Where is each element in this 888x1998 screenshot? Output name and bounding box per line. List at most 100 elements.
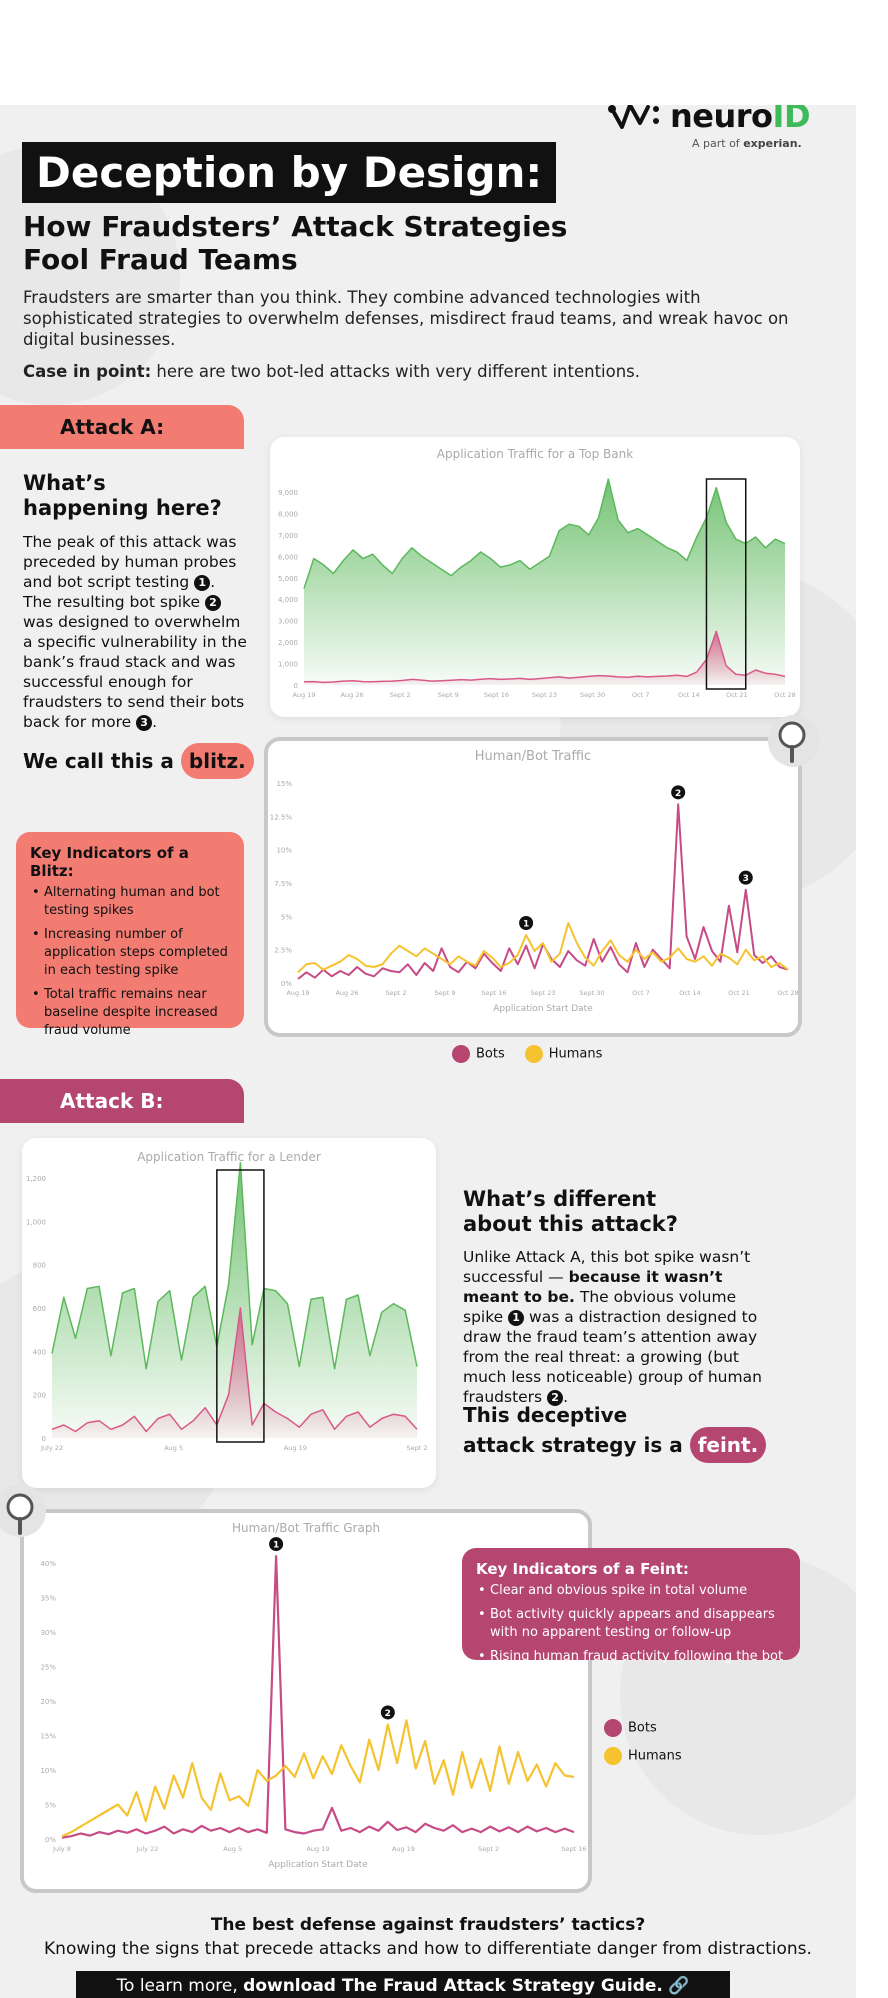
series-area-bots <box>304 631 785 685</box>
x-tick-label: Sept 30 <box>580 691 605 699</box>
y-tick-label: 0% <box>45 1836 56 1844</box>
x-tick-label: July 22 <box>40 1444 63 1452</box>
marker-1-icon <box>519 916 534 930</box>
x-tick-label: Aug 19 <box>392 1845 415 1853</box>
humans-dot-icon <box>604 1747 622 1765</box>
legend-b: Bots Humans <box>604 1719 682 1765</box>
x-tick-label: Oct 14 <box>679 989 701 997</box>
series-area-total <box>304 479 785 685</box>
x-tick-label: Sept 23 <box>530 989 555 997</box>
chart-title: Application Traffic for a Top Bank <box>436 447 634 461</box>
x-tick-label: Oct 28 <box>774 691 796 699</box>
x-tick-label: Sept 16 <box>481 989 506 997</box>
y-tick-label: 35% <box>40 1595 56 1603</box>
human-bot-traffic-chart: 0% 2.5% 5% 7.5% 10% 12.5% 15% Aug 19 Aug 26 Sept … <box>270 780 798 1014</box>
marker-1-icon: 1 <box>194 574 211 591</box>
x-tick-label: Sept 30 <box>579 989 604 997</box>
legend-humans: Humans <box>524 1045 602 1063</box>
x-tick-label: Sept 2 <box>385 989 406 997</box>
y-tick-label: 0% <box>281 980 292 988</box>
spike-highlight-box <box>216 1169 265 1443</box>
blitz-indicator-1: Alternating human and bot testing spikes <box>30 884 230 920</box>
human-bot-traffic-card: Human/Bot Traffic 0% 2.5% 5% 7.5% 10% 12.5% 15… <box>264 737 802 1037</box>
blitz-indicators-title: Key Indicators of a Blitz: <box>30 844 189 880</box>
series-area-bots <box>52 1308 417 1438</box>
footer-question: The best defense against fraudsters’ tac… <box>210 1915 646 1935</box>
attack-a-tab: Attack A: <box>0 405 244 449</box>
download-guide-link[interactable]: To learn more, download The Fraud Attack… <box>76 1971 730 1998</box>
logo-tagline: A part of experian. <box>692 137 802 150</box>
x-tick-label: Oct 7 <box>632 989 649 997</box>
y-tick-label: 8,000 <box>278 510 298 518</box>
lender-traffic-card: Application Traffic for a Lender 0 200 400… <box>22 1138 436 1488</box>
feint-indicator-2: Bot activity quickly appears and disappe… <box>476 1606 786 1642</box>
x-axis-label: Application Start Date <box>493 1004 593 1014</box>
case-in-point: Case in point: here are two bot-led atta… <box>23 362 641 381</box>
marker-1-label: 1 <box>523 920 529 930</box>
marker-3-label: 3 <box>743 874 749 884</box>
blitz-indicators-list: Alternating human and bot testing spikes… <box>30 884 230 1040</box>
feint-indicator-1: Clear and obvious spike in total volume <box>476 1582 786 1600</box>
y-tick-label: 3,000 <box>278 618 298 626</box>
x-tick-label: Sept 16 <box>561 1845 586 1853</box>
y-tick-label: 0 <box>294 682 298 690</box>
chart-title: Human/Bot Traffic Graph <box>231 1521 381 1535</box>
x-tick-label: Aug 19 <box>292 691 315 699</box>
y-tick-label: 30% <box>40 1629 56 1637</box>
x-tick-label: Sept 2 <box>390 691 411 699</box>
series-line-total <box>303 478 786 589</box>
y-tick-label: 1,000 <box>278 661 298 669</box>
legend-humans: Humans <box>604 1747 682 1765</box>
blitz-indicator-2: Increasing number of application steps c… <box>30 926 230 980</box>
y-tick-label: 0 <box>42 1435 46 1443</box>
x-tick-label: Aug 26 <box>341 691 364 699</box>
series-line-Bots <box>297 803 789 980</box>
attack-b-tab: Attack B: <box>0 1079 244 1123</box>
series-line-Humans <box>297 922 789 974</box>
feint-badge: feint. <box>689 1427 767 1463</box>
marker-1-icon: 1 <box>508 1309 525 1326</box>
human-bot-traffic-graph-chart: 0% 5% 10% 15% 20% 25% 30% 35% 40% July 8 July 22 Au… <box>40 1537 587 1870</box>
series-line-total <box>51 1162 418 1370</box>
y-tick-label: 10% <box>276 847 292 855</box>
y-tick-label: 15% <box>40 1733 56 1741</box>
neuroid-logo: neuroID A part of experian. <box>606 105 811 150</box>
x-tick-label: Aug 19 <box>306 1845 329 1853</box>
logo-wordmark: neuroID <box>670 105 811 135</box>
top-bank-traffic-chart: 0 1,000 2,000 3,000 4,000 5,000 6,000 7,000 8,00… <box>278 478 796 699</box>
y-tick-label: 10% <box>40 1767 56 1775</box>
y-tick-label: 5,000 <box>278 575 298 583</box>
x-tick-label: Oct 21 <box>726 691 748 699</box>
chart-title: Human/Bot Traffic <box>474 749 592 764</box>
link-icon: 🔗 <box>668 1976 690 1996</box>
marker-3-icon: 3 <box>136 714 153 731</box>
y-tick-label: 15% <box>276 780 292 788</box>
attack-a-heading: What’s happening here? <box>23 471 222 520</box>
x-tick-label: Aug 5 <box>164 1444 183 1452</box>
blitz-indicator-3: Total traffic remains near baseline desp… <box>30 986 230 1040</box>
marker-2-icon: 2 <box>204 594 221 611</box>
y-tick-label: 5% <box>45 1802 56 1810</box>
magnifier-icon <box>0 1485 46 1537</box>
y-tick-label: 5% <box>281 913 292 921</box>
marker-2-label: 2 <box>675 789 681 799</box>
y-tick-label: 600 <box>33 1305 46 1313</box>
y-tick-label: 2.5% <box>274 947 292 955</box>
feint-indicators-title: Key Indicators of a Feint: <box>476 1560 689 1578</box>
neuroid-mark-icon <box>608 105 659 129</box>
y-tick-label: 1,200 <box>26 1175 46 1183</box>
humans-dot-icon <box>524 1045 543 1063</box>
chart-title: Application Traffic for a Lender <box>137 1150 321 1164</box>
intro-text: Fraudsters are smarter than you think. T… <box>23 288 789 349</box>
x-tick-label: Sept 23 <box>532 691 557 699</box>
x-tick-label: Sept 9 <box>438 691 459 699</box>
x-tick-label: Oct 21 <box>728 989 750 997</box>
marker-2-label: 2 <box>385 1709 391 1719</box>
feint-indicator-3: Rising human fraud activity following th… <box>476 1648 786 1684</box>
x-tick-label: July 22 <box>135 1845 158 1853</box>
x-tick-label: Aug 26 <box>335 989 358 997</box>
x-tick-label: Sept 9 <box>434 989 455 997</box>
attack-b-heading: What’s different about this attack? <box>463 1187 678 1236</box>
y-tick-label: 6,000 <box>278 553 298 561</box>
legend-bots: Bots <box>452 1045 505 1063</box>
